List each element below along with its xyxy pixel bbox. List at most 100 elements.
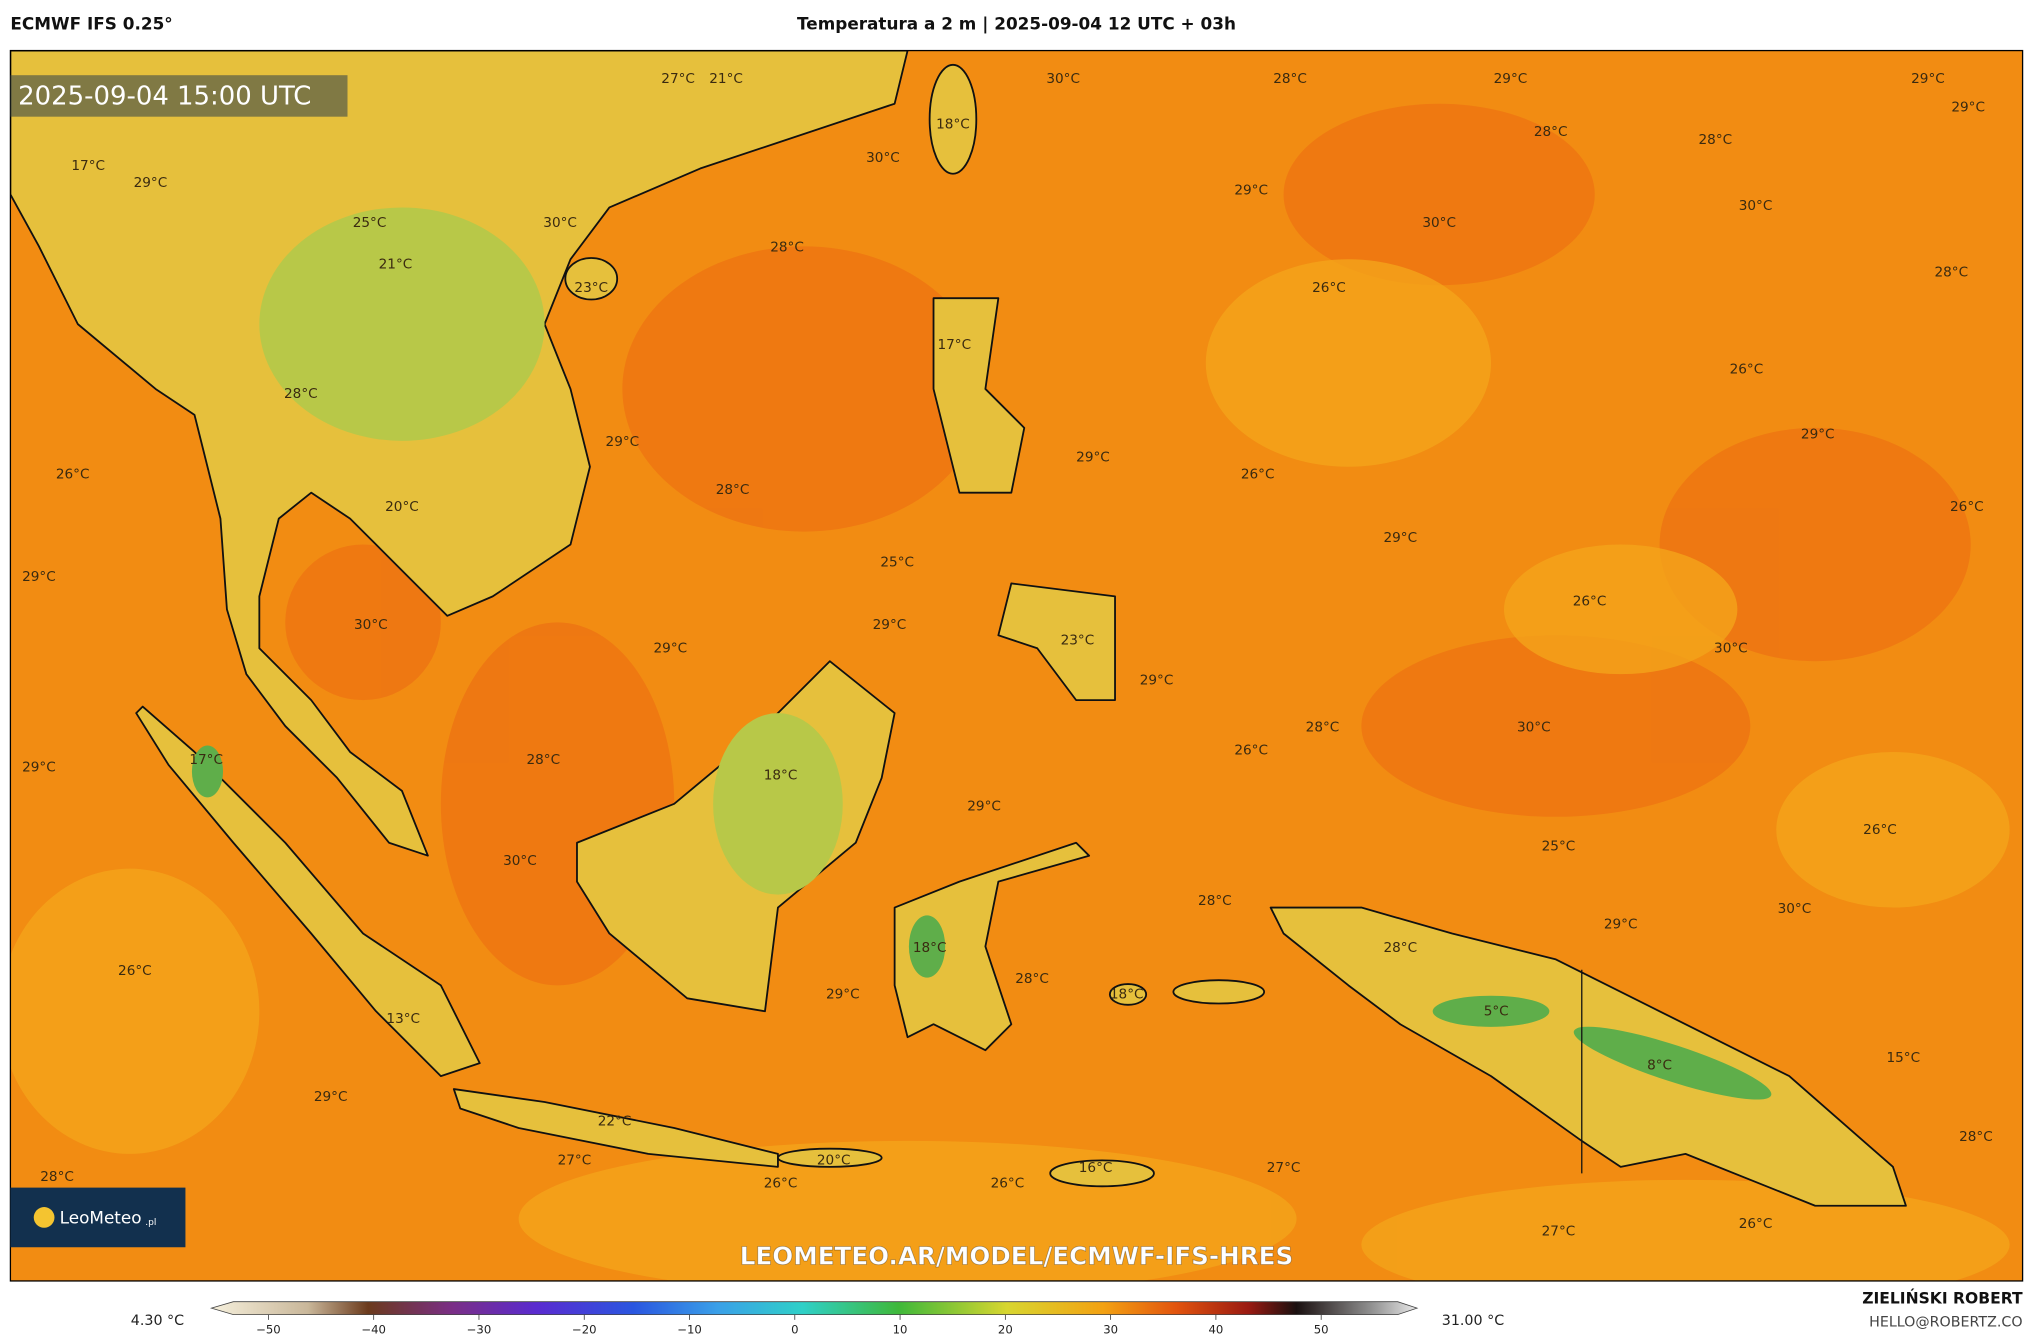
temperature-label: 29°C [873, 617, 907, 633]
temperature-label: 26°C [56, 467, 90, 483]
temperature-label: 28°C [1306, 719, 1340, 735]
temperature-label: 30°C [1422, 215, 1456, 231]
temperature-label: 28°C [1959, 1129, 1993, 1145]
temperature-label: 30°C [503, 853, 537, 869]
colorbar-tick-label: 50 [1314, 1323, 1329, 1337]
temperature-label: 26°C [1739, 1216, 1773, 1232]
timestamp: 2025-09-04 15:00 UTC [18, 82, 311, 112]
email: HELLO@ROBERTZ.CO [1869, 1314, 2022, 1330]
colorbar-tick-label: 20 [998, 1323, 1013, 1337]
colorbar-tick-label: 30 [1103, 1323, 1118, 1337]
temperature-label: 30°C [543, 215, 577, 231]
temperature-label: 29°C [1951, 100, 1985, 116]
temperature-label: 28°C [1534, 124, 1568, 140]
temperature-label: 29°C [1140, 673, 1174, 689]
watermark: LEOMETEO.AR/MODEL/ECMWF-IFS-HRES [740, 1242, 1293, 1271]
temperature-label: 26°C [991, 1176, 1025, 1192]
colorbar-tick-label: −30 [467, 1323, 492, 1337]
temperature-label: 29°C [22, 569, 56, 585]
temperature-label: 13°C [386, 1011, 420, 1027]
temperature-label: 26°C [1312, 280, 1346, 296]
temperature-label: 28°C [1273, 71, 1307, 87]
temperature-label: 22°C [598, 1113, 632, 1129]
temperature-label: 27°C [1542, 1224, 1576, 1240]
temperature-label: 26°C [1950, 499, 1984, 515]
map: 27°C 21°C 30°C 28°C 29°C 29°C 29°C 18°C 28°C 28°C… [10, 50, 2023, 1281]
temperature-label: 17°C [71, 158, 105, 174]
colorbar-tick-label: −40 [361, 1323, 386, 1337]
temperature-label: 27°C [558, 1152, 592, 1168]
temperature-label: 29°C [22, 760, 56, 776]
map-frame [9, 49, 2024, 1282]
temperature-label: 17°C [189, 752, 223, 768]
temperature-label: 18°C [936, 116, 970, 132]
temperature-label: 30°C [866, 150, 900, 166]
cool-areas [10, 259, 2010, 1281]
temperature-label: 28°C [1934, 264, 1968, 280]
temperature-label: 29°C [1234, 183, 1268, 199]
temperature-label: 8°C [1647, 1058, 1672, 1074]
temperature-label: 15°C [1887, 1050, 1921, 1066]
temperature-label: 28°C [1198, 893, 1232, 909]
temperature-label: 28°C [770, 240, 804, 256]
temperature-label: 28°C [1015, 971, 1049, 987]
map-title: Temperatura a 2 m | 2025-09-04 12 UTC + … [797, 14, 1236, 34]
temperature-label: 30°C [1778, 901, 1812, 917]
temperature-label: 29°C [654, 640, 688, 656]
temperature-label: 27°C [1267, 1160, 1301, 1176]
temperature-label: 23°C [1061, 632, 1095, 648]
temperature-label: 26°C [118, 963, 152, 979]
temperature-label: 29°C [1801, 426, 1835, 442]
colorbar-min: 4.30 °C [131, 1313, 184, 1329]
temperature-label: 26°C [1241, 467, 1275, 483]
temperature-label: 25°C [1542, 839, 1576, 855]
temperature-label: 23°C [574, 280, 608, 296]
colorbar-tick-label: −50 [256, 1323, 281, 1337]
temperature-label: 29°C [134, 175, 168, 191]
temperature-label: 29°C [826, 986, 860, 1002]
temperature-label: 26°C [764, 1176, 798, 1192]
temperature-label: 18°C [1110, 986, 1144, 1002]
timestamp-box [10, 75, 348, 117]
colorbar-ticks: −50 −40 −30 −20 −10 0 10 20 30 40 50 [256, 1314, 1329, 1337]
model-name: ECMWF IFS 0.25° [10, 14, 172, 34]
land [10, 50, 1907, 1207]
logo-suffix: .pl [145, 1218, 156, 1228]
temperature-label: 17°C [937, 337, 971, 353]
temperature-label: 28°C [1699, 132, 1733, 148]
logo-sun [33, 1207, 55, 1228]
temperature-label: 18°C [764, 767, 798, 783]
colorbar-tick-label: −10 [677, 1323, 702, 1337]
temperature-label: 29°C [1383, 530, 1417, 546]
temperature-label: 16°C [1079, 1160, 1113, 1176]
temperature-label: 27°C [661, 71, 695, 87]
temperature-label: 29°C [967, 798, 1001, 814]
colorbar [209, 1301, 1419, 1316]
temperature-label: 29°C [1494, 71, 1528, 87]
temperature-label: 30°C [1739, 198, 1773, 214]
temperature-label: 28°C [284, 386, 318, 402]
colorbar-tick-label: 10 [893, 1323, 908, 1337]
temperature-label: 18°C [913, 940, 947, 956]
temperature-label: 26°C [1573, 594, 1607, 610]
logo: LeoMeteo [60, 1208, 142, 1228]
temperature-label: 21°C [379, 256, 413, 272]
temperature-label: 29°C [314, 1089, 348, 1105]
temperature-label: 25°C [880, 555, 914, 571]
temperature-label: 28°C [526, 752, 560, 768]
temperature-label: 26°C [1730, 362, 1764, 378]
temperature-label: 26°C [1234, 743, 1268, 759]
temperature-label: 25°C [353, 215, 387, 231]
temperature-label: 30°C [354, 617, 388, 633]
temperature-label: 29°C [1911, 71, 1945, 87]
temperature-label: 5°C [1484, 1003, 1509, 1019]
colorbar-tick-label: 40 [1208, 1323, 1223, 1337]
colorbar-max: 31.00 °C [1442, 1313, 1504, 1329]
temperature-labels: 27°C 21°C 30°C 28°C 29°C 29°C 29°C 18°C 28°C 28°C… [22, 71, 1993, 1240]
temperature-label: 29°C [606, 434, 640, 450]
temperature-label: 29°C [1604, 916, 1638, 932]
temperature-label: 30°C [1046, 71, 1080, 87]
temperature-label: 28°C [716, 482, 750, 498]
